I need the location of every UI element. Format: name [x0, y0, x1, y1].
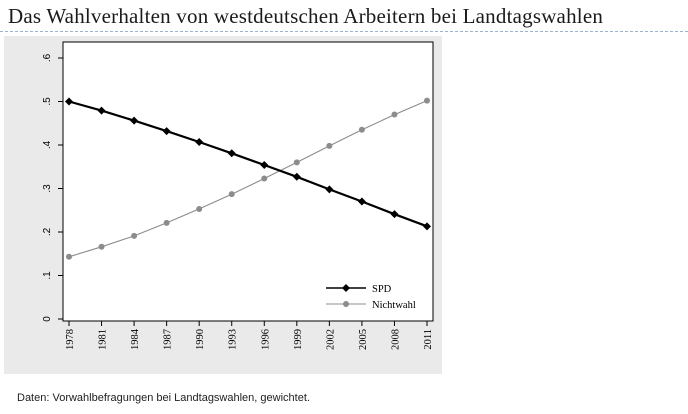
- y-tick-label: .4: [42, 140, 53, 149]
- x-tick-label: 2005: [358, 329, 369, 350]
- y-tick-label: .1: [42, 271, 53, 280]
- data-point-spd: [130, 116, 139, 125]
- plot-area: [62, 41, 434, 322]
- legend-marker-spd: [342, 284, 350, 292]
- source-note: Daten: Vorwahlbefragungen bei Landtagswa…: [17, 392, 310, 404]
- y-tick-label: .6: [42, 53, 53, 62]
- data-point-spd: [162, 127, 171, 136]
- chart-frame: 0 .1 .2 .3 .4 .5 .6 1978 1981 1984 1987 1990 1993 199…: [4, 36, 442, 374]
- data-point-nichtwahl: [391, 111, 398, 118]
- x-tick-label: 1978: [65, 329, 76, 350]
- x-tick-label: 1987: [163, 329, 174, 350]
- x-tick-label: 1990: [195, 329, 206, 350]
- data-point-spd: [357, 197, 366, 206]
- data-point-nichtwahl: [326, 142, 333, 149]
- line-chart: 0 .1 .2 .3 .4 .5 .6 1978 1981 1984 1987 1990 1993 199…: [42, 41, 434, 350]
- x-tick-label: 1981: [98, 329, 109, 350]
- x-tick-label: 1984: [130, 328, 141, 350]
- legend-label-spd: SPD: [372, 284, 392, 295]
- data-point-nichtwahl: [98, 243, 105, 250]
- data-point-nichtwahl: [163, 219, 170, 226]
- data-point-nichtwahl: [358, 126, 365, 133]
- data-point-nichtwahl: [131, 232, 138, 239]
- y-tick-label: .3: [42, 184, 53, 193]
- data-point-spd: [65, 97, 73, 106]
- x-tick-label: 2008: [390, 329, 401, 350]
- data-point-nichtwahl: [66, 253, 72, 260]
- data-point-spd: [390, 210, 399, 219]
- y-tick-label: .5: [42, 97, 53, 106]
- y-tick-label: .2: [42, 227, 53, 236]
- x-tick-label: 1996: [260, 329, 271, 350]
- x-tick-label: 1993: [228, 329, 239, 350]
- page-title: Das Wahlverhalten von westdeutschen Arbe…: [8, 4, 604, 28]
- data-point-spd: [325, 185, 334, 194]
- data-point-spd: [260, 161, 269, 170]
- data-point-spd: [97, 106, 106, 115]
- legend-label-nichtwahl: Nichtwahl: [372, 300, 416, 311]
- x-tick-label: 1999: [293, 329, 304, 350]
- series-line-spd: [68, 100, 428, 228]
- data-point-spd: [292, 172, 301, 181]
- data-point-nichtwahl: [424, 97, 430, 104]
- data-point-spd: [227, 149, 236, 158]
- data-point-nichtwahl: [228, 191, 235, 198]
- x-tick-label: 2002: [325, 329, 336, 350]
- x-tick-label: 2011: [423, 329, 434, 350]
- data-point-nichtwahl: [196, 205, 203, 212]
- data-point-spd: [423, 222, 431, 231]
- data-point-nichtwahl: [261, 175, 268, 182]
- y-tick-label: 0: [42, 316, 53, 322]
- data-point-nichtwahl: [293, 159, 300, 166]
- series-line-nichtwahl: [68, 100, 428, 258]
- legend-marker-nichtwahl: [343, 301, 349, 307]
- data-point-spd: [195, 137, 204, 146]
- title-divider: [0, 31, 688, 32]
